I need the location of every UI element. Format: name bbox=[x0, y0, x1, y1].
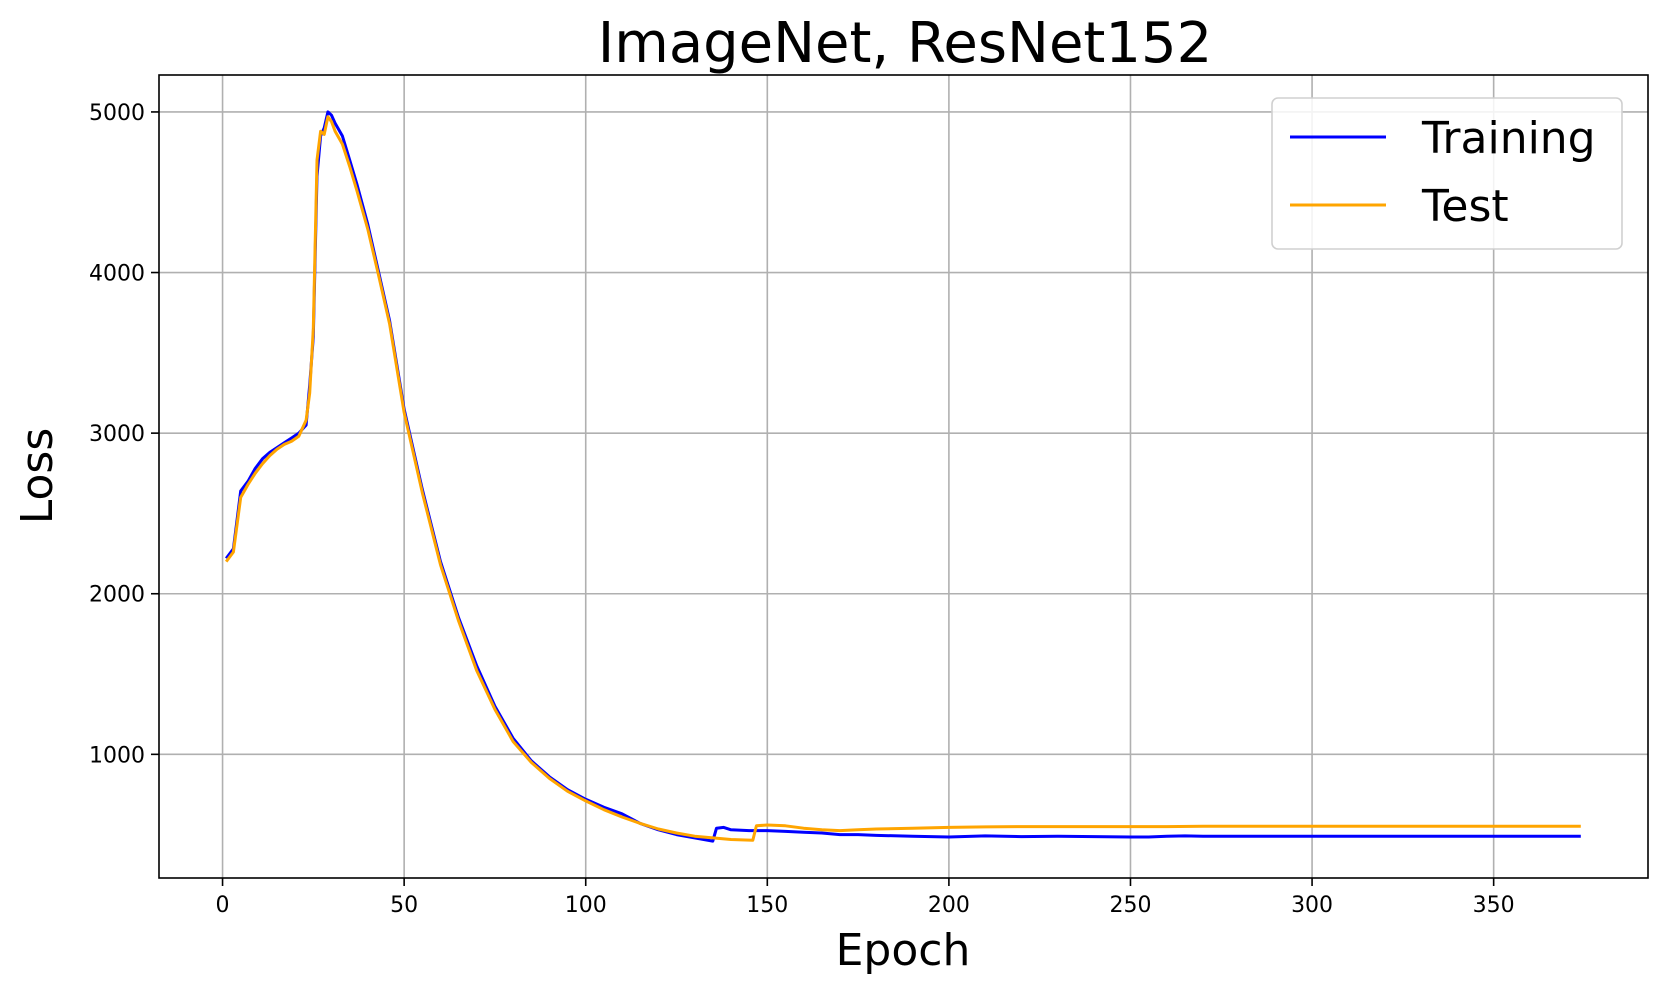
x-tick-label: 150 bbox=[746, 893, 788, 918]
y-tick-label: 3000 bbox=[89, 422, 145, 447]
x-axis-ticks: 0 50 100 150 200 250 300 350 bbox=[216, 878, 1515, 918]
x-tick-label: 50 bbox=[390, 893, 418, 918]
x-tick-label: 300 bbox=[1291, 893, 1333, 918]
x-tick-label: 250 bbox=[1109, 893, 1151, 918]
y-tick-label: 2000 bbox=[89, 583, 145, 608]
series-line-test bbox=[225, 115, 1581, 842]
y-tick-label: 4000 bbox=[89, 262, 145, 287]
legend: Training Test bbox=[1271, 97, 1623, 250]
series-layer bbox=[225, 110, 1581, 843]
chart-title: ImageNet, ResNet152 bbox=[598, 11, 1213, 76]
x-tick-label: 0 bbox=[216, 893, 230, 918]
legend-label-training: Training bbox=[1421, 113, 1596, 164]
x-tick-label: 200 bbox=[928, 893, 970, 918]
y-axis-ticks: 1000 2000 3000 4000 5000 bbox=[89, 101, 159, 768]
y-tick-label: 1000 bbox=[89, 743, 145, 768]
legend-label-test: Test bbox=[1421, 181, 1509, 232]
plot-frame bbox=[158, 74, 1649, 879]
y-axis-label: Loss bbox=[12, 428, 63, 525]
x-tick-label: 350 bbox=[1473, 893, 1515, 918]
y-tick-label: 5000 bbox=[89, 101, 145, 126]
x-axis-label: Epoch bbox=[836, 925, 971, 976]
x-tick-label: 100 bbox=[565, 893, 607, 918]
